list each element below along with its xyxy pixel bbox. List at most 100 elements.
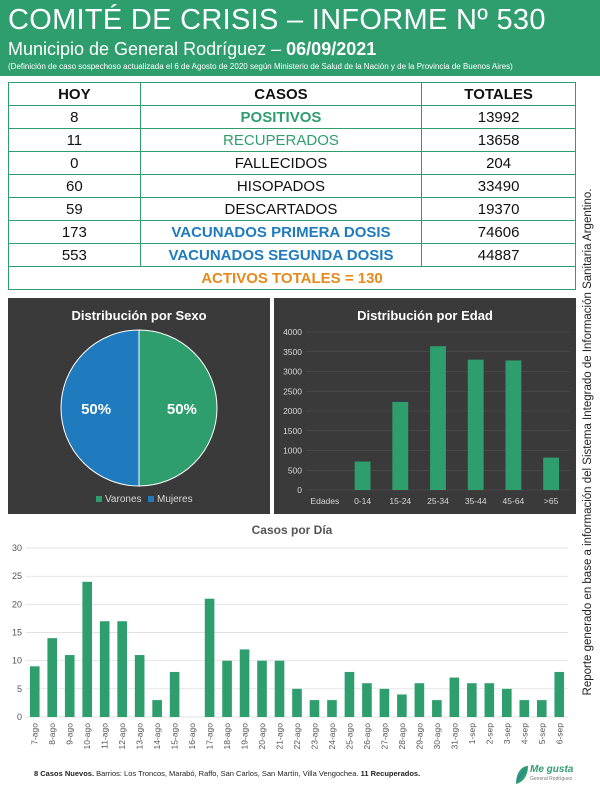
daily-cases-chart: Casos por Día 0 5 10 15 20 25 30 7-ago 8-ago 9-ago… — [12, 523, 568, 750]
caso-cell: HISOPADOS — [139, 174, 423, 198]
table-row: 11 RECUPERADOS 13658 — [8, 128, 576, 152]
daily-bar — [134, 655, 145, 717]
age-bar — [430, 346, 446, 490]
daily-bar — [239, 649, 250, 717]
x-tick-label: 19-ago — [240, 723, 250, 750]
age-bar-chart: 0 500 1000 1500 2000 2500 3000 3500 4000 Edades 0-… — [283, 327, 570, 506]
daily-bar — [29, 666, 40, 717]
pie-data-label: 50% — [167, 401, 197, 418]
y-tick-label: 20 — [12, 599, 22, 609]
daily-bar — [344, 671, 355, 717]
x-tick-label: 29-ago — [414, 723, 424, 750]
logo-subtext: General Rodríguez — [530, 776, 573, 782]
daily-bar — [414, 683, 425, 717]
pie-slice-mujeres — [60, 329, 140, 487]
daily-bar — [397, 694, 407, 717]
y-tick-label: 500 — [288, 465, 302, 475]
hoy-cell: 59 — [8, 197, 141, 221]
total-cell: 13658 — [421, 128, 576, 152]
total-cell: 74606 — [421, 220, 576, 244]
caso-cell: DESCARTADOS — [139, 197, 423, 221]
footer-new-cases: 8 Casos Nuevos. — [34, 769, 95, 778]
x-tick-label: >65 — [544, 496, 559, 506]
y-tick-label: 0 — [17, 712, 22, 722]
y-tick-label: 0 — [297, 485, 302, 495]
footer-note: 8 Casos Nuevos. Barrios: Los Troncos, Ma… — [34, 769, 420, 778]
x-axis-label: Edades — [310, 496, 339, 506]
daily-chart-title: Casos por Día — [252, 523, 333, 537]
daily-cases-panel: Casos por Día 0 5 10 15 20 25 30 7-ago 8-ago 9-ago… — [8, 520, 576, 768]
caso-cell: VACUNADOS PRIMERA DOSIS — [139, 220, 423, 244]
table-row: 8 POSITIVOS 13992 — [8, 105, 576, 129]
daily-bar — [362, 683, 372, 717]
daily-bar — [449, 677, 460, 717]
x-tick-label: 23-ago — [309, 723, 319, 750]
source-note-text: Reporte generado en base a información d… — [582, 188, 594, 696]
legend-swatch — [148, 496, 154, 502]
daily-bar — [169, 671, 180, 717]
x-tick-label: 12-ago — [117, 723, 127, 750]
caso-cell: FALLECIDOS — [139, 151, 423, 175]
x-tick-label: 0-14 — [354, 496, 371, 506]
y-tick-label: 2500 — [283, 386, 302, 396]
x-tick-label: 17-ago — [205, 723, 215, 750]
y-tick-label: 2000 — [283, 406, 302, 416]
x-tick-label: 15-ago — [170, 723, 180, 750]
logo-leaf-icon — [516, 766, 528, 784]
daily-bar — [204, 598, 215, 717]
daily-bar — [501, 688, 512, 717]
x-tick-label: 16-ago — [187, 723, 197, 750]
age-bar — [543, 457, 560, 490]
table-header-row: HOY CASOS TOTALES — [8, 82, 576, 106]
y-tick-label: 10 — [12, 656, 22, 666]
x-tick-label: 20-ago — [257, 723, 267, 750]
pie-title: Distribución por Sexo — [71, 308, 207, 323]
daily-bar — [292, 688, 302, 717]
source-note: Reporte generado en base a información d… — [576, 92, 600, 792]
total-cell: 33490 — [421, 174, 576, 198]
x-tick-label: 6-sep — [554, 723, 564, 745]
daily-bar — [309, 700, 320, 717]
hoy-cell: 0 — [8, 151, 141, 175]
sex-distribution-panel: Distribución por Sexo 50% 50% Varones Mujer… — [8, 298, 270, 514]
logo-text: Me gusta — [530, 764, 574, 775]
daily-bar — [222, 660, 232, 717]
y-tick-label: 5 — [17, 684, 22, 694]
x-tick-label: 25-34 — [427, 496, 449, 506]
table-row: 173 VACUNADOS PRIMERA DOSIS 74606 — [8, 220, 576, 244]
hoy-cell: 553 — [8, 243, 141, 267]
x-tick-label: 3-sep — [502, 723, 512, 745]
x-tick-label: 10-ago — [82, 723, 92, 750]
x-tick-label: 22-ago — [292, 723, 302, 750]
legend-label: Varones — [105, 494, 142, 505]
x-tick-label: 2-sep — [484, 723, 494, 745]
activos-totales: ACTIVOS TOTALES = 130 — [8, 266, 576, 290]
x-tick-label: 9-ago — [65, 723, 75, 745]
age-bar — [354, 461, 371, 490]
table-row: 553 VACUNADOS SEGUNDA DOSIS 44887 — [8, 243, 576, 267]
y-tick-label: 1000 — [283, 446, 302, 456]
footer-barrios: Barrios: Los Troncos, Marabó, Raffo, San… — [94, 769, 361, 778]
report-title: COMITÉ DE CRISIS – INFORME Nº 530 — [8, 4, 546, 36]
total-cell: 204 — [421, 151, 576, 175]
y-tick-label: 30 — [12, 543, 22, 553]
y-tick-label: 3000 — [283, 367, 302, 377]
hoy-cell: 173 — [8, 220, 141, 244]
x-tick-label: 31-ago — [449, 723, 459, 750]
daily-bar — [379, 688, 390, 717]
age-bar — [467, 359, 484, 490]
definition-note: (Definición de caso sospechoso actualiza… — [8, 62, 513, 71]
x-tick-label: 5-sep — [537, 723, 547, 745]
x-tick-label: 13-ago — [135, 723, 145, 750]
footer-recovered: 11 Recuperados. — [360, 769, 421, 778]
daily-bar — [484, 683, 495, 717]
hoy-cell: 8 — [8, 105, 141, 129]
x-tick-label: 1-sep — [467, 723, 477, 745]
daily-bar — [554, 671, 565, 717]
x-tick-label: 15-24 — [389, 496, 411, 506]
y-tick-label: 1500 — [283, 426, 302, 436]
report-header: COMITÉ DE CRISIS – INFORME Nº 530 Munici… — [0, 0, 600, 76]
daily-bar — [117, 621, 127, 717]
daily-bar — [432, 700, 442, 717]
table-row: 59 DESCARTADOS 19370 — [8, 197, 576, 221]
